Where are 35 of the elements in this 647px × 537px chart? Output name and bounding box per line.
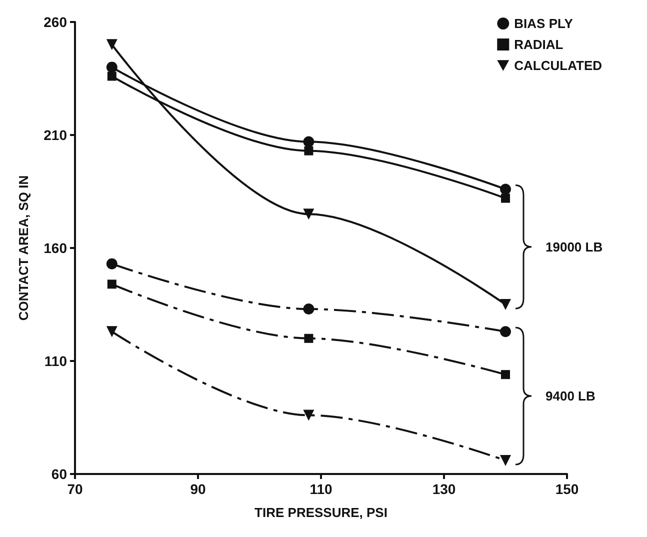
point — [303, 304, 314, 315]
y-tick-label: 160 — [44, 240, 68, 256]
y-tick-label: 210 — [44, 127, 68, 143]
legend-label: BIAS PLY — [514, 16, 574, 31]
point — [501, 194, 510, 203]
point — [500, 326, 511, 338]
point — [106, 326, 118, 338]
x-tick-label: 130 — [432, 481, 456, 497]
point — [107, 72, 116, 81]
annotation: 19000 LB — [546, 239, 603, 254]
point — [500, 299, 511, 310]
point — [106, 258, 118, 270]
point — [304, 334, 314, 343]
y-tick-label: 260 — [44, 14, 68, 30]
x-tick-label: 70 — [67, 481, 83, 497]
x-axis-title: TIRE PRESSURE, PSI — [254, 505, 388, 520]
point — [303, 410, 314, 421]
x-tick-label: 150 — [555, 481, 579, 497]
y-axis-title: CONTACT AREA, SQ IN — [16, 175, 31, 321]
legend-label: CALCULATED — [514, 58, 602, 73]
legend-label: RADIAL — [514, 37, 564, 52]
x-tick-label: 90 — [190, 481, 206, 497]
point — [107, 280, 116, 289]
y-tick-label: 110 — [44, 353, 68, 369]
point — [500, 454, 511, 466]
point — [106, 62, 118, 73]
point — [303, 136, 314, 148]
point — [500, 184, 511, 195]
annotation: 9400 LB — [546, 388, 596, 404]
point — [106, 39, 118, 50]
point — [303, 208, 314, 220]
x-tick-label: 110 — [310, 481, 333, 497]
point — [304, 146, 314, 156]
point — [501, 370, 510, 380]
y-tick-label: 60 — [51, 466, 68, 482]
